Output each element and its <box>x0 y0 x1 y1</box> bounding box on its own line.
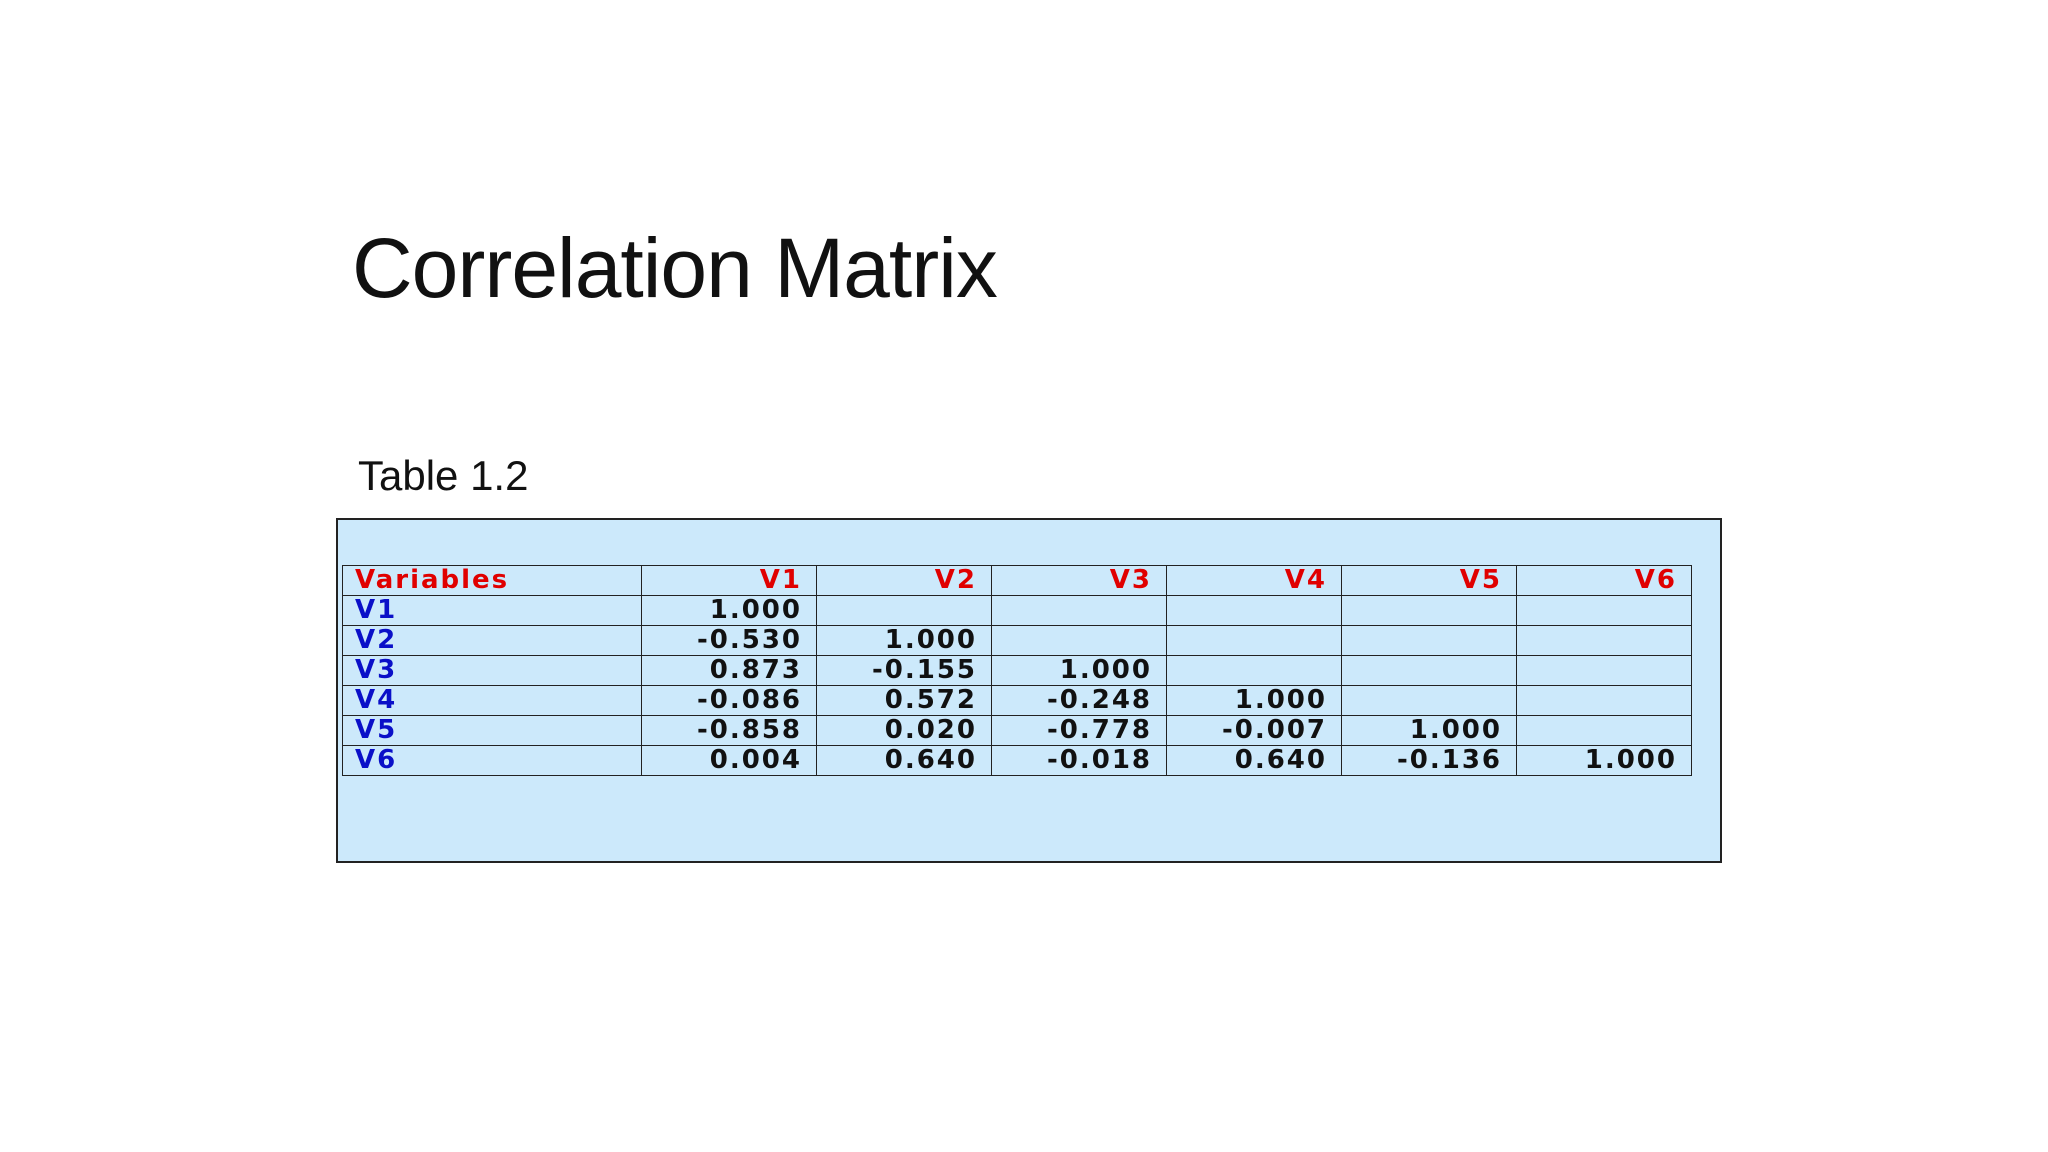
table-cell <box>1341 685 1517 716</box>
table-cell <box>1341 625 1517 656</box>
table-row: V3 0.873 -0.155 1.000 <box>342 655 1692 686</box>
table-cell: 0.640 <box>1166 745 1342 776</box>
row-label: V6 <box>342 745 642 776</box>
table-cell <box>1516 685 1692 716</box>
row-label: V2 <box>342 625 642 656</box>
column-header: V1 <box>641 565 817 596</box>
table-cell: -0.248 <box>991 685 1167 716</box>
table-cell <box>1516 655 1692 686</box>
table-cell <box>991 625 1167 656</box>
table-cell: 0.572 <box>816 685 992 716</box>
table-caption: Table 1.2 <box>358 452 529 499</box>
table-cell <box>1166 625 1342 656</box>
table-cell: 1.000 <box>1516 745 1692 776</box>
table-cell: 1.000 <box>1341 715 1517 746</box>
table-cell: -0.530 <box>641 625 817 656</box>
table-cell <box>1341 595 1517 626</box>
table-cell: -0.018 <box>991 745 1167 776</box>
table-cell: 1.000 <box>641 595 817 626</box>
table-panel: Variables V1 V2 V3 V4 V5 V6 V1 1.000 V2 <box>336 518 1722 863</box>
table-corner-label: Variables <box>342 565 642 596</box>
table-row: V5 -0.858 0.020 -0.778 -0.007 1.000 <box>342 715 1692 746</box>
correlation-table: Variables V1 V2 V3 V4 V5 V6 V1 1.000 V2 <box>342 565 1692 776</box>
column-header: V5 <box>1341 565 1517 596</box>
row-label: V1 <box>342 595 642 626</box>
table-cell <box>1341 655 1517 686</box>
table-cell <box>816 595 992 626</box>
column-header: V3 <box>991 565 1167 596</box>
table-cell: -0.086 <box>641 685 817 716</box>
table-row: V1 1.000 <box>342 595 1692 626</box>
table-cell <box>1166 655 1342 686</box>
table-cell: -0.155 <box>816 655 992 686</box>
table-cell: 0.873 <box>641 655 817 686</box>
table-header-row: Variables V1 V2 V3 V4 V5 V6 <box>342 565 1692 596</box>
row-label: V4 <box>342 685 642 716</box>
table-cell <box>1516 595 1692 626</box>
table-cell: 0.640 <box>816 745 992 776</box>
table-cell: 1.000 <box>1166 685 1342 716</box>
table-cell <box>991 595 1167 626</box>
table-cell: -0.136 <box>1341 745 1517 776</box>
column-header: V4 <box>1166 565 1342 596</box>
table-cell <box>1516 625 1692 656</box>
table-cell: -0.858 <box>641 715 817 746</box>
table-cell: 1.000 <box>816 625 992 656</box>
column-header: V6 <box>1516 565 1692 596</box>
table-cell: -0.007 <box>1166 715 1342 746</box>
table-row: V2 -0.530 1.000 <box>342 625 1692 656</box>
table-row: V6 0.004 0.640 -0.018 0.640 -0.136 1.000 <box>342 745 1692 776</box>
table-row: V4 -0.086 0.572 -0.248 1.000 <box>342 685 1692 716</box>
table-cell: 1.000 <box>991 655 1167 686</box>
table-cell <box>1166 595 1342 626</box>
row-label: V3 <box>342 655 642 686</box>
table-cell: 0.004 <box>641 745 817 776</box>
row-label: V5 <box>342 715 642 746</box>
table-cell <box>1516 715 1692 746</box>
table-cell: 0.020 <box>816 715 992 746</box>
column-header: V2 <box>816 565 992 596</box>
table-cell: -0.778 <box>991 715 1167 746</box>
slide-title: Correlation Matrix <box>352 221 998 315</box>
